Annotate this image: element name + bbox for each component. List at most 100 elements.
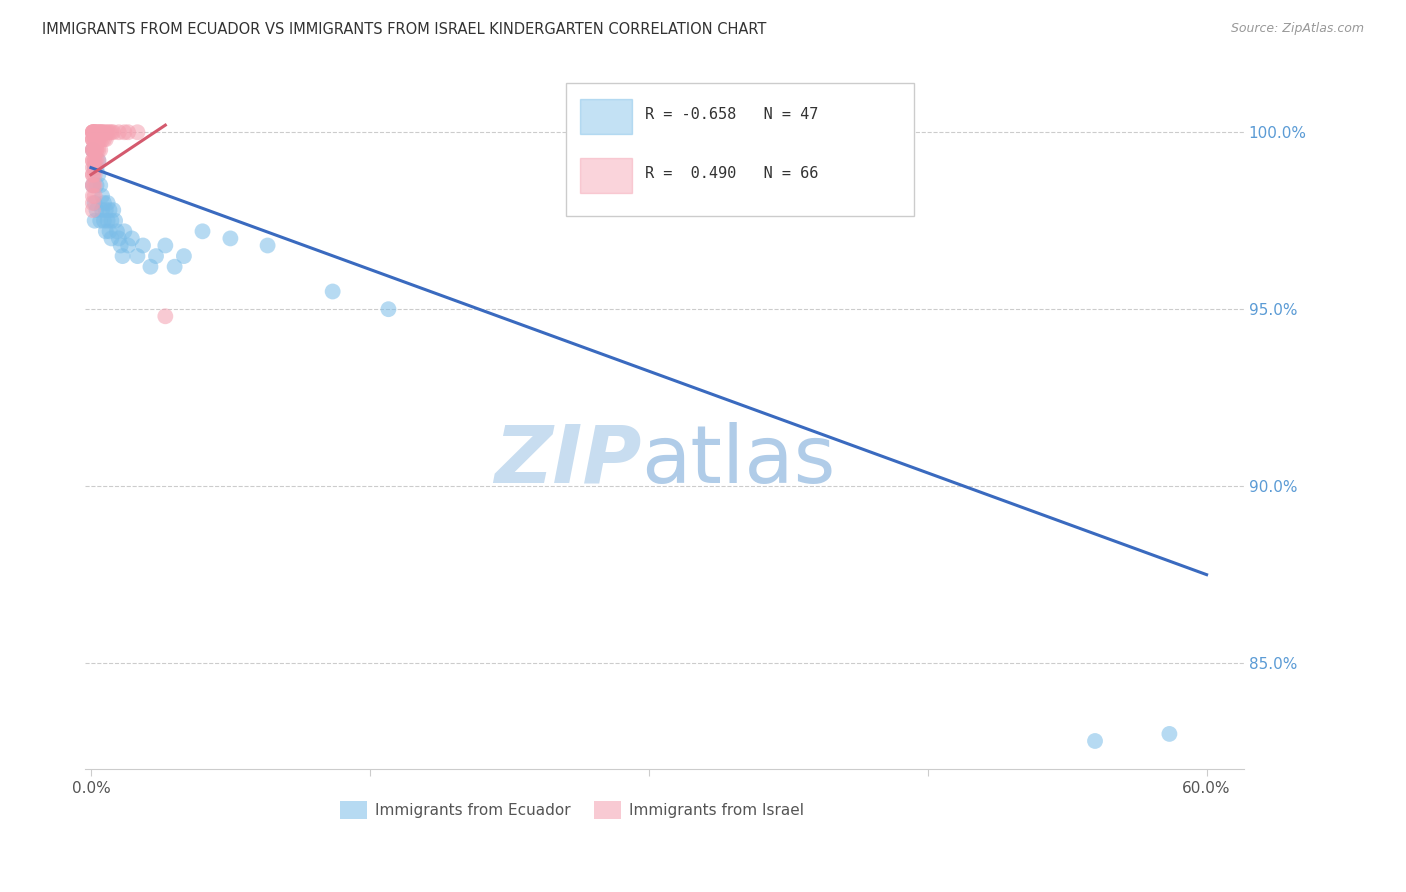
Point (98, 203, 121, 218)
Point (82, 125, 104, 139)
Point (89, 213, 111, 227)
Point (83, 213, 105, 227)
Point (139, 260, 162, 274)
Point (117, 125, 139, 139)
Point (83, 153, 105, 168)
Point (100, 213, 122, 227)
Point (82, 178, 104, 193)
Point (86, 143, 108, 157)
FancyBboxPatch shape (581, 99, 633, 134)
Point (97, 213, 120, 227)
Point (87, 132, 110, 146)
FancyBboxPatch shape (567, 83, 914, 216)
Text: Source: ZipAtlas.com: Source: ZipAtlas.com (1230, 22, 1364, 36)
Point (83, 189, 105, 203)
Point (97, 125, 120, 139)
Point (87, 125, 110, 139)
Point (86, 125, 108, 139)
Point (91, 189, 114, 203)
Point (145, 249, 167, 263)
Point (86, 132, 108, 146)
Point (93, 196, 115, 211)
Point (127, 249, 149, 263)
Point (94, 125, 117, 139)
Point (87, 153, 110, 168)
Point (89, 125, 111, 139)
Point (94, 203, 117, 218)
Point (83, 161, 105, 175)
Point (82, 168, 104, 182)
Point (82, 125, 104, 139)
Point (121, 231, 143, 245)
Point (82, 143, 104, 157)
Legend: Immigrants from Ecuador, Immigrants from Israel: Immigrants from Ecuador, Immigrants from… (333, 795, 810, 825)
Point (103, 203, 125, 218)
Point (163, 260, 186, 274)
Point (100, 231, 122, 245)
Point (82, 132, 104, 146)
Point (87, 132, 110, 146)
Point (82, 178, 104, 193)
Point (111, 249, 134, 263)
Point (91, 203, 114, 218)
Point (86, 203, 108, 218)
Point (127, 125, 149, 139)
Text: ZIP: ZIP (494, 422, 641, 500)
Point (83, 178, 105, 193)
Point (105, 224, 128, 238)
Point (86, 125, 108, 139)
FancyBboxPatch shape (581, 158, 633, 194)
Point (108, 231, 131, 245)
Point (82, 143, 104, 157)
Point (83, 132, 105, 146)
Point (191, 224, 214, 238)
Point (83, 125, 105, 139)
Point (322, 285, 344, 299)
Point (83, 153, 105, 168)
Point (89, 178, 111, 193)
Point (82, 125, 104, 139)
Point (86, 132, 108, 146)
Point (87, 143, 110, 157)
Point (83, 196, 105, 211)
Point (82, 132, 104, 146)
Point (82, 203, 104, 218)
Point (112, 224, 135, 238)
Point (83, 168, 105, 182)
Point (98, 224, 121, 238)
Point (108, 125, 131, 139)
Point (83, 143, 105, 157)
Point (219, 231, 242, 245)
Point (1084, 734, 1107, 748)
Point (93, 125, 115, 139)
Point (86, 143, 108, 157)
Point (117, 238, 139, 252)
Point (83, 125, 105, 139)
Point (155, 238, 177, 252)
Point (82, 161, 104, 175)
Point (93, 213, 115, 227)
Point (112, 125, 135, 139)
Point (89, 125, 111, 139)
Point (83, 132, 105, 146)
Point (82, 178, 104, 193)
Point (82, 196, 104, 211)
Point (82, 153, 104, 168)
Point (256, 238, 278, 252)
Point (82, 143, 104, 157)
Point (86, 178, 108, 193)
Point (87, 125, 110, 139)
Point (82, 153, 104, 168)
Point (110, 238, 132, 252)
Text: IMMIGRANTS FROM ECUADOR VS IMMIGRANTS FROM ISRAEL KINDERGARTEN CORRELATION CHART: IMMIGRANTS FROM ECUADOR VS IMMIGRANTS FR… (42, 22, 766, 37)
Point (89, 143, 111, 157)
Point (87, 168, 110, 182)
Point (100, 125, 122, 139)
Point (82, 168, 104, 182)
Text: R =  0.490   N = 66: R = 0.490 N = 66 (645, 166, 818, 181)
Point (94, 132, 117, 146)
Point (97, 196, 120, 211)
Point (86, 153, 108, 168)
Point (91, 125, 114, 139)
Text: atlas: atlas (641, 422, 835, 500)
